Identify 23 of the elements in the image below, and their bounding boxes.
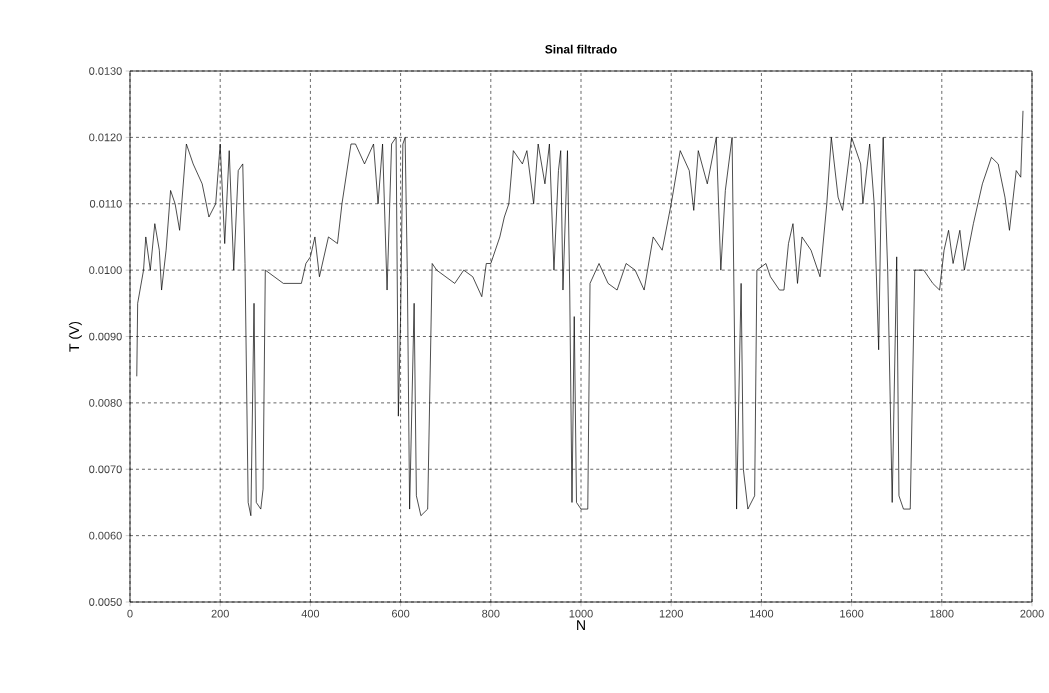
y-tick-label: 0.0050 bbox=[89, 598, 122, 606]
x-tick-label: 400 bbox=[301, 609, 320, 618]
x-tick-label: 1000 bbox=[569, 609, 593, 618]
x-tick-label: 1200 bbox=[659, 609, 683, 618]
y-tick-label: 0.0060 bbox=[89, 531, 122, 540]
x-tick-label: 200 bbox=[211, 609, 229, 618]
x-tick-label: 800 bbox=[482, 609, 500, 618]
y-tick-label: 0.0080 bbox=[89, 399, 122, 407]
y-tick-label: 0.0120 bbox=[89, 133, 122, 142]
x-axis-title: N bbox=[577, 620, 585, 630]
y-axis-title: T (V) bbox=[68, 321, 82, 352]
y-tick-label: 0.0090 bbox=[89, 332, 122, 341]
y-tick-label: 0.0110 bbox=[89, 199, 122, 208]
x-tick-label: 1400 bbox=[750, 609, 774, 618]
x-tick-label: 0 bbox=[127, 609, 133, 618]
chart-title: Sinal filtrado bbox=[545, 44, 617, 54]
y-tick-label: 0.0130 bbox=[89, 67, 122, 75]
x-tick-label: 2000 bbox=[1020, 609, 1044, 618]
x-tick-label: 600 bbox=[392, 609, 410, 618]
x-tick-label: 1600 bbox=[840, 609, 864, 618]
y-tick-label: 0.0100 bbox=[89, 266, 122, 275]
x-tick-label: 1800 bbox=[930, 609, 954, 618]
y-tick-label: 0.0070 bbox=[89, 465, 122, 474]
